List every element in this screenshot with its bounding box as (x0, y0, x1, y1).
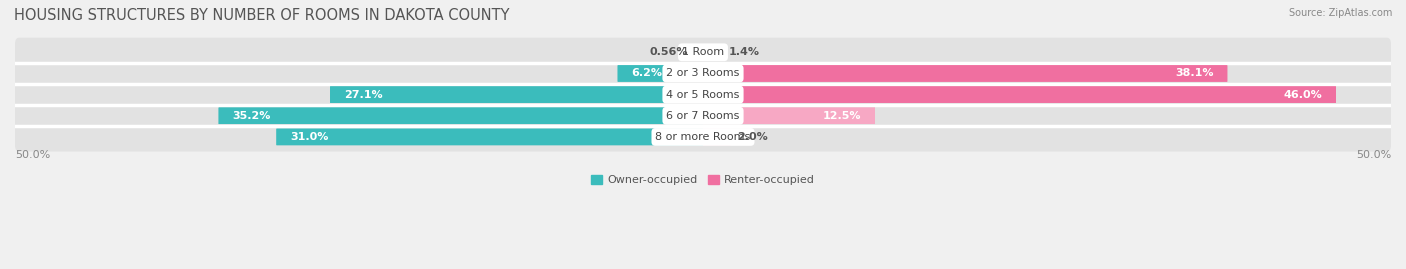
Text: 6.2%: 6.2% (631, 68, 662, 79)
FancyBboxPatch shape (15, 101, 1391, 130)
FancyBboxPatch shape (703, 86, 1336, 103)
FancyBboxPatch shape (15, 80, 1391, 109)
FancyBboxPatch shape (330, 86, 703, 103)
FancyBboxPatch shape (696, 44, 703, 61)
Legend: Owner-occupied, Renter-occupied: Owner-occupied, Renter-occupied (586, 171, 820, 190)
FancyBboxPatch shape (703, 65, 1227, 82)
Text: 35.2%: 35.2% (232, 111, 271, 121)
Text: 38.1%: 38.1% (1175, 68, 1213, 79)
Text: 12.5%: 12.5% (823, 111, 862, 121)
Text: 0.56%: 0.56% (650, 47, 689, 57)
FancyBboxPatch shape (15, 59, 1391, 88)
FancyBboxPatch shape (617, 65, 703, 82)
Text: 1.4%: 1.4% (730, 47, 761, 57)
Text: 4 or 5 Rooms: 4 or 5 Rooms (666, 90, 740, 100)
FancyBboxPatch shape (330, 86, 703, 103)
Text: 2.0%: 2.0% (737, 132, 768, 142)
Text: 50.0%: 50.0% (1355, 150, 1391, 160)
FancyBboxPatch shape (617, 65, 703, 82)
Text: 50.0%: 50.0% (15, 150, 51, 160)
FancyBboxPatch shape (277, 129, 703, 145)
Text: 6 or 7 Rooms: 6 or 7 Rooms (666, 111, 740, 121)
Text: 8 or more Rooms: 8 or more Rooms (655, 132, 751, 142)
Text: 46.0%: 46.0% (1284, 90, 1322, 100)
FancyBboxPatch shape (703, 44, 723, 61)
FancyBboxPatch shape (703, 129, 731, 145)
FancyBboxPatch shape (703, 86, 1336, 103)
Text: 2 or 3 Rooms: 2 or 3 Rooms (666, 68, 740, 79)
Text: 31.0%: 31.0% (290, 132, 329, 142)
FancyBboxPatch shape (219, 108, 703, 124)
FancyBboxPatch shape (703, 129, 731, 145)
FancyBboxPatch shape (703, 65, 1227, 82)
FancyBboxPatch shape (703, 108, 875, 124)
FancyBboxPatch shape (703, 108, 875, 124)
Text: 1 Room: 1 Room (682, 47, 724, 57)
Text: Source: ZipAtlas.com: Source: ZipAtlas.com (1288, 8, 1392, 18)
FancyBboxPatch shape (696, 44, 703, 61)
FancyBboxPatch shape (219, 108, 703, 124)
FancyBboxPatch shape (277, 129, 703, 145)
FancyBboxPatch shape (15, 38, 1391, 67)
FancyBboxPatch shape (15, 122, 1391, 151)
Text: 27.1%: 27.1% (344, 90, 382, 100)
FancyBboxPatch shape (703, 44, 723, 61)
Text: HOUSING STRUCTURES BY NUMBER OF ROOMS IN DAKOTA COUNTY: HOUSING STRUCTURES BY NUMBER OF ROOMS IN… (14, 8, 509, 23)
